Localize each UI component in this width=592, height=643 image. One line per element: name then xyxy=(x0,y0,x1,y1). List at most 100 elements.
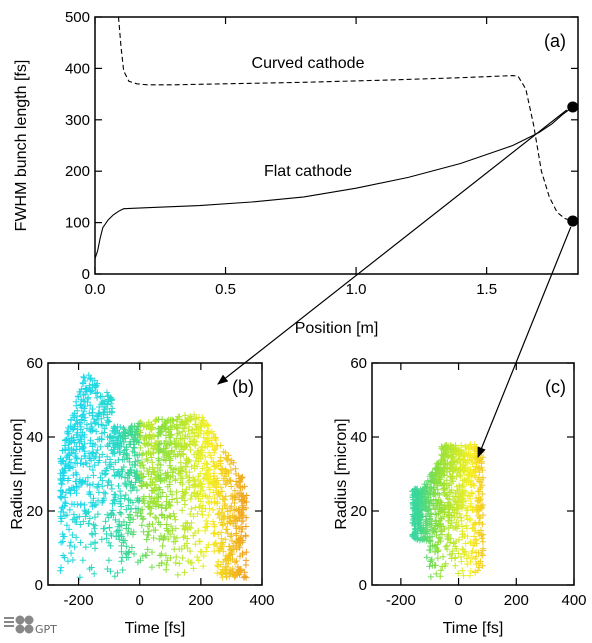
panel-b-point xyxy=(67,539,74,546)
panel-c-point xyxy=(468,554,476,561)
panel-b-point xyxy=(173,488,180,496)
panel-b-point xyxy=(85,394,92,401)
panel-c-point xyxy=(428,511,435,518)
panel-c-point xyxy=(441,525,448,533)
panel-c-point xyxy=(451,524,459,531)
panel-b-point xyxy=(160,425,168,432)
panel-b-point xyxy=(145,470,152,478)
panel-b-point xyxy=(169,469,176,476)
panel-b-point xyxy=(98,415,105,422)
panel-b-point xyxy=(79,445,86,452)
panel-b-point xyxy=(72,478,80,485)
panel-b-point xyxy=(69,464,77,471)
panel-b-point xyxy=(222,526,230,533)
panel-b-point xyxy=(109,434,116,442)
panel-b-point xyxy=(191,481,198,488)
panel-b-point xyxy=(79,380,87,387)
panel-b-point xyxy=(110,446,117,453)
panel-b-point xyxy=(129,461,136,469)
panel-c-point xyxy=(455,504,462,512)
panel-b-point xyxy=(150,468,157,475)
panel-b-point xyxy=(78,396,85,403)
panel-b-point xyxy=(119,467,126,475)
panel-c-scatter-points xyxy=(409,441,487,581)
panel-b-point xyxy=(135,423,142,431)
panel-b-point xyxy=(167,473,174,481)
panel-b-point xyxy=(83,421,91,428)
panel-b-point xyxy=(87,541,95,548)
panel-c-point xyxy=(466,442,473,450)
panel-b-point xyxy=(203,523,210,530)
panel-b-point xyxy=(91,538,99,546)
panel-c-point xyxy=(461,476,468,483)
panel-c-point xyxy=(443,477,451,484)
panel-b-point xyxy=(112,516,119,524)
panel-b-point xyxy=(165,527,172,535)
panel-c-point xyxy=(469,507,477,514)
panel-c-point xyxy=(436,491,443,499)
panel-b-point xyxy=(219,496,226,503)
panel-c-point xyxy=(472,463,480,470)
panel-b-point xyxy=(102,490,109,497)
panel-c-point xyxy=(447,488,455,496)
panel-b-point xyxy=(58,481,66,488)
panel-b-point xyxy=(172,516,179,523)
panel-c-point xyxy=(450,497,458,505)
panel-b-point xyxy=(61,436,69,444)
panel-b-point xyxy=(144,467,151,475)
panel-c-point xyxy=(465,471,472,479)
panel-b-point xyxy=(117,437,124,445)
arrow-to-panel-c xyxy=(477,226,572,459)
panel-b-point xyxy=(225,560,232,567)
panel-c-point xyxy=(416,512,423,520)
panel-b-point xyxy=(149,520,156,528)
panel-b-point xyxy=(179,475,186,482)
panel-b-point xyxy=(237,567,245,574)
panel-b-point xyxy=(67,549,75,557)
panel-b-point xyxy=(106,456,114,463)
panel-b-point xyxy=(168,422,176,430)
panel-c-x-tick-label: 0 xyxy=(454,592,462,609)
panel-b-point xyxy=(204,421,211,429)
panel-b-point xyxy=(187,495,194,503)
gpt-logo: GPT xyxy=(4,615,57,636)
panel-b-point xyxy=(130,550,138,558)
panel-c-point xyxy=(468,456,475,464)
panel-c-point xyxy=(467,500,475,507)
panel-b-point xyxy=(174,442,182,450)
panel-c-point xyxy=(435,460,442,467)
panel-b-point xyxy=(133,486,141,494)
panel-b-point xyxy=(159,536,167,544)
panel-b-point xyxy=(179,450,187,458)
panel-c-point xyxy=(446,551,454,558)
panel-b-point xyxy=(57,567,64,574)
panel-b-point xyxy=(162,566,170,573)
panel-b-point xyxy=(72,534,80,541)
panel-c-point xyxy=(467,538,475,546)
panel-b-point xyxy=(124,474,131,482)
panel-b-point xyxy=(93,394,101,401)
panel-b-point xyxy=(144,523,152,530)
panel-b-x-tick-label: -200 xyxy=(64,592,94,609)
panel-c-point xyxy=(461,443,469,450)
panel-b-point xyxy=(114,430,122,437)
chart-panel-b: -200 0 200 400 0 20 40 60 Time [fs] Radius [mic… xyxy=(9,355,275,637)
panel-b-point xyxy=(181,412,189,419)
panel-b-point xyxy=(226,507,234,514)
panel-b-point xyxy=(71,543,78,551)
panel-c-point xyxy=(476,465,484,472)
panel-b-point xyxy=(132,479,139,486)
panel-b-y-tick-label: 40 xyxy=(26,429,43,446)
panel-b-point xyxy=(126,441,133,448)
panel-c-point xyxy=(449,443,457,451)
panel-b-point xyxy=(119,566,126,574)
panel-b-point xyxy=(221,469,229,477)
panel-b-point xyxy=(241,483,248,490)
panel-b-point xyxy=(220,448,227,455)
panel-b-point xyxy=(227,569,235,577)
panel-c-point xyxy=(410,487,418,495)
panel-b-point xyxy=(73,443,80,450)
panel-b-point xyxy=(239,474,246,481)
panel-b-point xyxy=(116,509,124,516)
panel-b-point xyxy=(155,472,162,479)
